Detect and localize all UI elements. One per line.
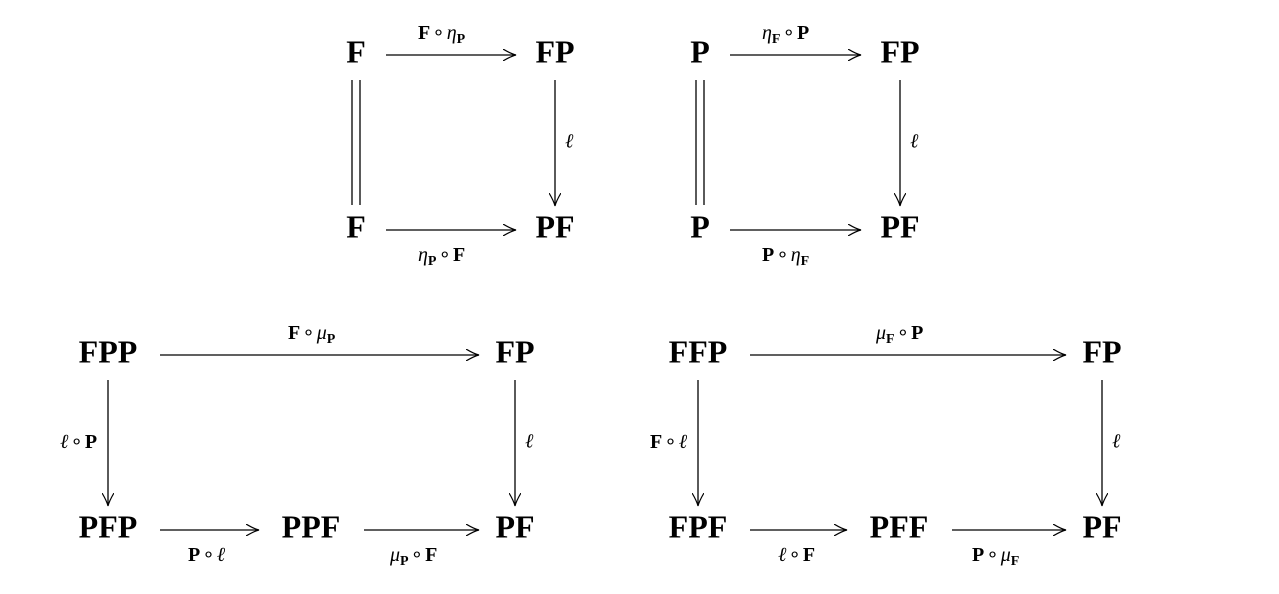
label-d4-right: ℓ — [1112, 431, 1121, 453]
svg-text:ℓ∘P: ℓ∘P — [60, 431, 97, 453]
svg-text:μP∘F: μP∘F — [389, 544, 437, 570]
node-d4-br: PF — [1082, 508, 1121, 544]
node-d2-tl: P — [690, 33, 710, 69]
label-d2-top: ηF∘P — [762, 22, 809, 48]
diagram-d2: P FP P PF ηF∘P P∘ηF ℓ — [690, 22, 919, 270]
commutative-diagrams: F FP F PF F∘ηP ηP∘F ℓ P FP P PF ηF∘P P — [0, 0, 1279, 594]
node-d2-bl: P — [690, 208, 710, 244]
node-d3-tl: FPP — [79, 333, 138, 369]
svg-text:F∘ℓ: F∘ℓ — [650, 431, 688, 453]
label-d4-top: μF∘P — [875, 322, 923, 348]
svg-text:F∘μP: F∘μP — [288, 322, 336, 348]
label-d1-bot: ηP∘F — [418, 244, 465, 270]
label-d4-bot2: P∘μF — [972, 544, 1019, 570]
node-d4-bm: PFF — [870, 508, 929, 544]
node-d1-br: PF — [535, 208, 574, 244]
label-d1-top: F∘ηP — [418, 22, 466, 48]
label-d2-bot: P∘ηF — [762, 244, 809, 270]
label-d3-left: ℓ∘P — [60, 431, 97, 453]
node-d3-bl: PFP — [79, 508, 138, 544]
node-d4-tr: FP — [1082, 333, 1121, 369]
node-d3-tr: FP — [495, 333, 534, 369]
diagram-d3: FPP FP PFP PPF PF F∘μP ℓ∘P ℓ P∘ℓ μP∘F — [60, 322, 535, 570]
svg-text:μF∘P: μF∘P — [875, 322, 923, 348]
svg-text:P∘μF: P∘μF — [972, 544, 1019, 570]
diagram-d4: FFP FP FPF PFF PF μF∘P F∘ℓ ℓ ℓ∘F P∘μF — [650, 322, 1122, 570]
svg-text:F∘ηP: F∘ηP — [418, 22, 466, 48]
svg-text:P∘ℓ: P∘ℓ — [188, 544, 226, 566]
node-d4-bl: FPF — [669, 508, 728, 544]
label-d1-right: ℓ — [565, 131, 574, 153]
diagram-d1: F FP F PF F∘ηP ηP∘F ℓ — [346, 22, 574, 270]
svg-text:ηF∘P: ηF∘P — [762, 22, 809, 48]
node-d1-tr: FP — [535, 33, 574, 69]
label-d3-bot1: P∘ℓ — [188, 544, 226, 566]
label-d3-right: ℓ — [525, 431, 534, 453]
svg-text:P∘ηF: P∘ηF — [762, 244, 809, 270]
node-d1-tl: F — [346, 33, 366, 69]
node-d2-br: PF — [880, 208, 919, 244]
svg-text:ηP∘F: ηP∘F — [418, 244, 465, 270]
node-d3-bm: PPF — [282, 508, 341, 544]
label-d2-right: ℓ — [910, 131, 919, 153]
node-d3-br: PF — [495, 508, 534, 544]
label-d3-bot2: μP∘F — [389, 544, 437, 570]
node-d2-tr: FP — [880, 33, 919, 69]
node-d1-bl: F — [346, 208, 366, 244]
label-d4-bot1: ℓ∘F — [778, 544, 815, 566]
svg-text:ℓ∘F: ℓ∘F — [778, 544, 815, 566]
node-d4-tl: FFP — [669, 333, 728, 369]
label-d3-top: F∘μP — [288, 322, 336, 348]
label-d4-left: F∘ℓ — [650, 431, 688, 453]
